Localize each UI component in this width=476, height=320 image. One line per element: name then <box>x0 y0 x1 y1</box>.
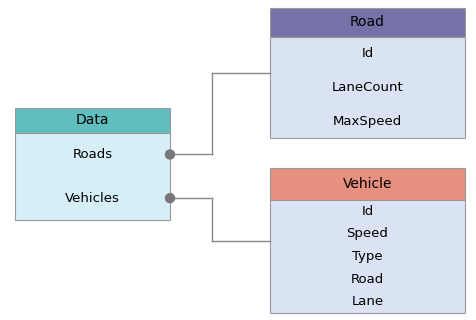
Text: Road: Road <box>351 273 384 285</box>
Text: LaneCount: LaneCount <box>332 81 403 94</box>
Text: Type: Type <box>352 250 383 263</box>
Text: Id: Id <box>361 47 374 60</box>
Text: MaxSpeed: MaxSpeed <box>333 115 402 128</box>
Text: Vehicles: Vehicles <box>65 192 120 205</box>
Circle shape <box>166 194 175 203</box>
Bar <box>270 8 465 36</box>
Bar <box>270 168 465 200</box>
Bar <box>15 108 170 132</box>
Text: Id: Id <box>361 205 374 218</box>
Text: Lane: Lane <box>351 295 384 308</box>
Bar <box>270 200 465 313</box>
Text: Roads: Roads <box>72 148 112 161</box>
Bar <box>15 132 170 220</box>
Text: Data: Data <box>76 113 109 127</box>
Text: Speed: Speed <box>347 227 388 240</box>
Circle shape <box>166 150 175 159</box>
Text: Road: Road <box>350 15 385 29</box>
Bar <box>270 36 465 138</box>
Text: Vehicle: Vehicle <box>343 177 392 191</box>
